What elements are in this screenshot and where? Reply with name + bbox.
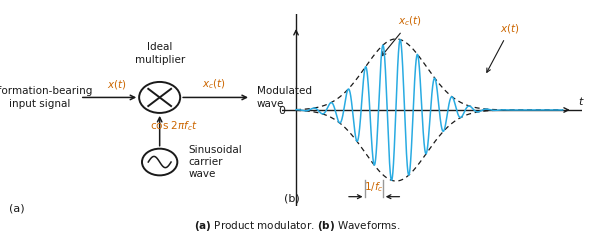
Text: Information-bearing
input signal: Information-bearing input signal (0, 86, 92, 109)
Text: $\bf{(a)}$ Product modulator. $\bf{(b)}$ Waveforms.: $\bf{(a)}$ Product modulator. $\bf{(b)}$… (194, 219, 400, 233)
Text: Modulated
wave: Modulated wave (257, 86, 312, 109)
Text: Sinusoidal
carrier
wave: Sinusoidal carrier wave (188, 145, 242, 179)
Text: $t$: $t$ (578, 95, 585, 107)
Text: (b): (b) (284, 194, 299, 204)
Text: $0$: $0$ (278, 104, 286, 116)
Text: $x_c(t)$: $x_c(t)$ (382, 15, 422, 56)
Text: Ideal
multiplier: Ideal multiplier (135, 42, 185, 65)
Text: $x(t)$: $x(t)$ (487, 22, 520, 72)
Text: $x(t)$: $x(t)$ (107, 77, 127, 91)
Text: $x_c(t)$: $x_c(t)$ (203, 77, 226, 91)
Text: (a): (a) (8, 204, 24, 214)
Text: $\cos\,2\pi f_c t$: $\cos\,2\pi f_c t$ (150, 120, 198, 133)
Text: $1/f_c$: $1/f_c$ (364, 180, 384, 194)
